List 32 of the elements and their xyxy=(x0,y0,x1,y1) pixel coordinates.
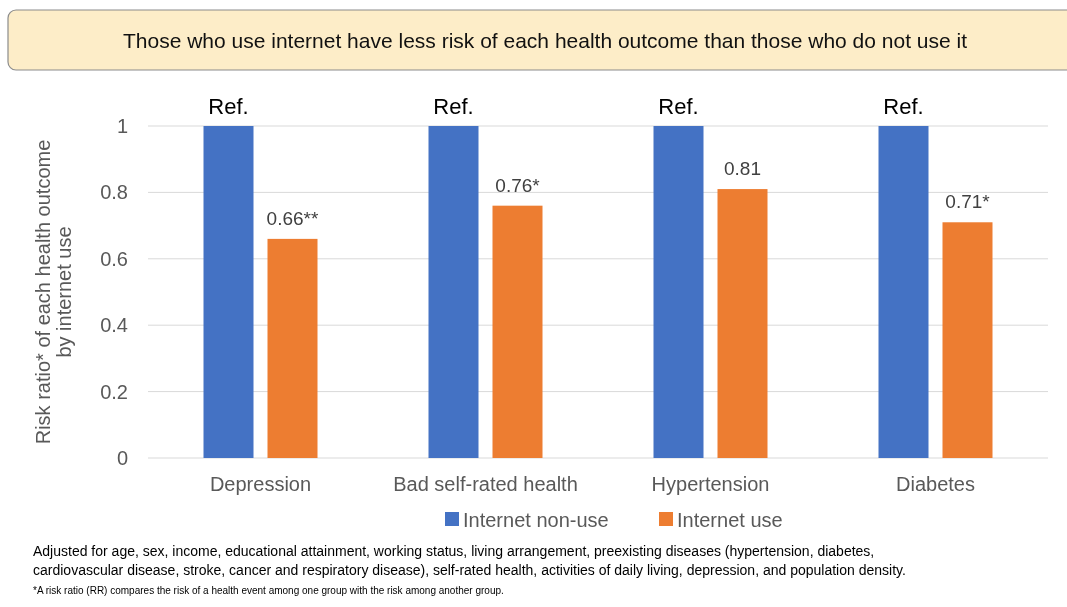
legend-label: Internet use xyxy=(677,509,783,531)
data-label: 0.76* xyxy=(495,174,541,196)
data-label: Ref. xyxy=(208,94,249,119)
y-tick-label: 0 xyxy=(116,447,128,469)
y-tick-label: 0.4 xyxy=(100,314,128,337)
y-axis-title: Risk ratio* of each health outcome by internet use xyxy=(32,139,75,445)
x-tick-label: Bad self-rated health xyxy=(393,473,578,495)
x-tick-label: Hypertension xyxy=(651,473,770,495)
data-label: Ref. xyxy=(883,94,924,119)
data-label: 0.81 xyxy=(724,158,761,180)
legend-label: Internet non-use xyxy=(463,509,609,531)
bar xyxy=(878,126,929,458)
bar xyxy=(717,189,768,458)
text: *A risk ratio (RR) compares the risk of a health event among one group with the risk among another group. xyxy=(33,585,504,596)
chart-title: Those who use internet have less risk of each health outcome than those who do not use it xyxy=(122,29,968,52)
bar xyxy=(203,126,254,458)
bar xyxy=(267,238,318,458)
data-label: Ref. xyxy=(433,94,474,119)
data-label: 0.66** xyxy=(266,207,319,229)
x-tick-label: Diabetes xyxy=(896,473,975,495)
data-label: 0.71* xyxy=(945,191,991,213)
y-tick-label: 0.8 xyxy=(100,181,128,204)
data-label: Ref. xyxy=(658,94,699,119)
text: Adjusted for age, sex, income, educational attainment, working status, living arrangement, preexisting diseases (hypertension, diabetes, cardiovascular disease, stroke, cancer and respiratory disease), self-rated health, activities of daily living, depression, and population density. xyxy=(33,543,906,578)
x-tick-label: Depression xyxy=(209,473,312,495)
bar xyxy=(428,126,479,458)
y-tick-label: 0.2 xyxy=(100,380,128,403)
bar xyxy=(492,205,543,458)
y-tick-label: 0.6 xyxy=(100,247,128,270)
bar xyxy=(653,126,704,458)
bar xyxy=(942,222,993,458)
y-tick-label: 1 xyxy=(116,115,128,137)
